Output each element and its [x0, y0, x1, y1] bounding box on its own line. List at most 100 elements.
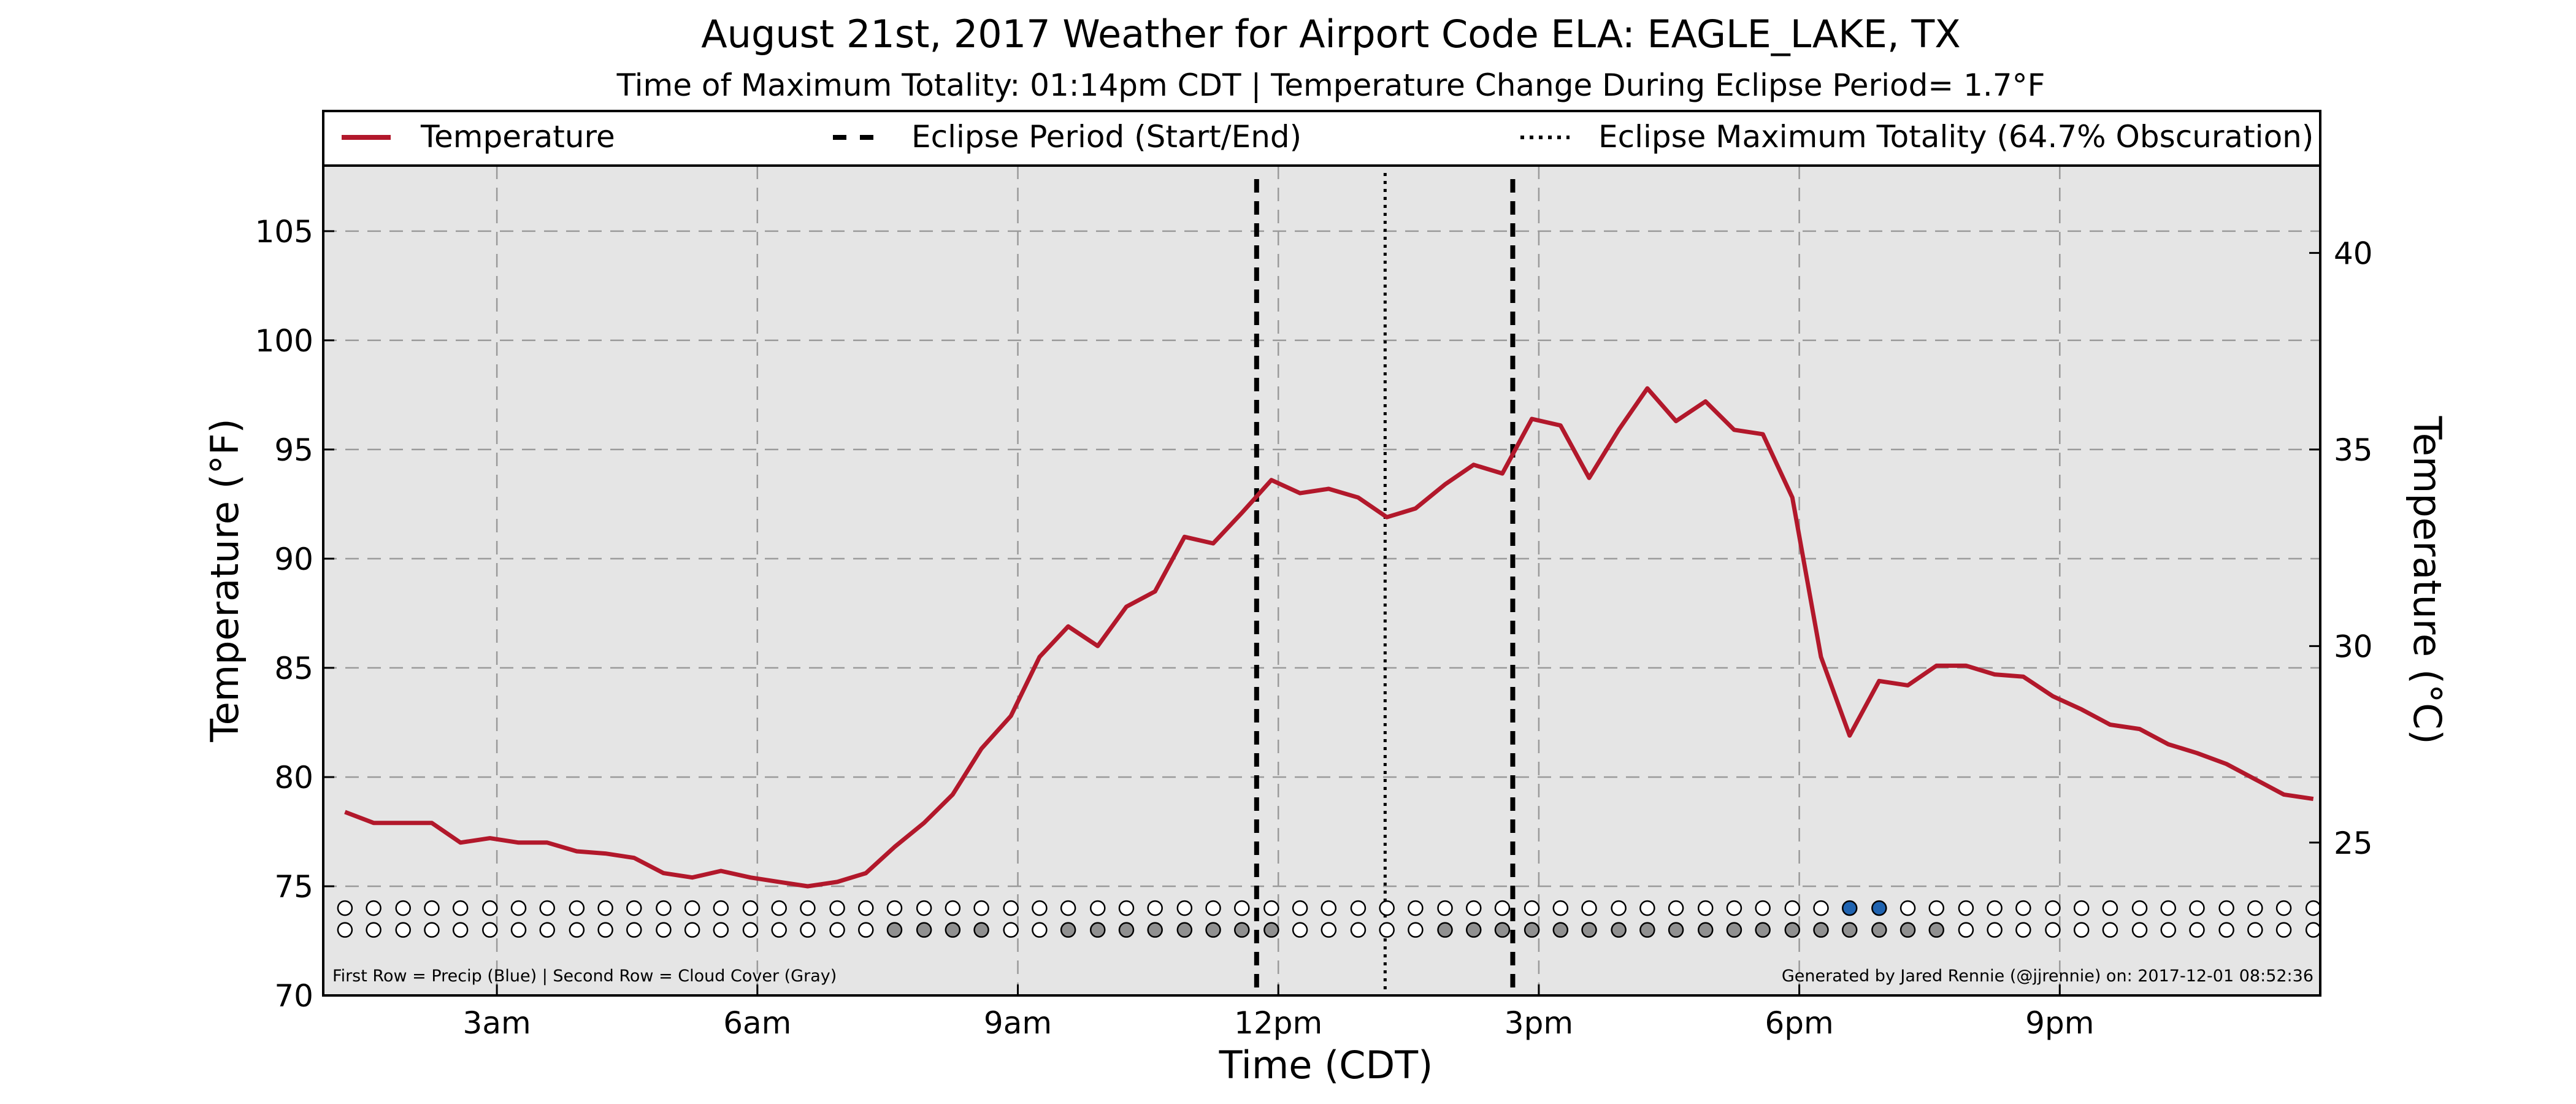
temperature-point: [2283, 794, 2285, 795]
precip-dot: [539, 900, 555, 916]
precip-dot: [2218, 900, 2234, 916]
temperature-point: [2080, 708, 2082, 710]
x-tick-label: 6pm: [1765, 1005, 1833, 1041]
temperature-point: [1444, 483, 1446, 485]
cloud-dot: [1784, 922, 1801, 938]
cloud-dot: [1205, 922, 1221, 938]
y-tick-label-right: 35: [2334, 432, 2373, 468]
temperature-point: [1589, 477, 1590, 479]
cloud-dot: [1726, 922, 1742, 938]
y-tick-label: 75: [274, 869, 313, 905]
y-tick-label-right: 30: [2334, 629, 2373, 664]
footnote-right: Generated by Jared Rennie (@jjrennie) on…: [1782, 967, 2313, 986]
legend-label-temperature: Temperature: [420, 119, 615, 155]
precip-dot: [945, 900, 961, 916]
temperature-point: [431, 822, 432, 824]
cloud-dot: [482, 922, 498, 938]
y-tick-label: 95: [274, 432, 313, 468]
precip-dot: [1726, 900, 1742, 916]
precip-dot: [1813, 900, 1829, 916]
cloud-dot: [2305, 922, 2321, 938]
left-y-ticks: 70 75 80 85 90 95 100 105: [255, 214, 334, 1014]
precip-dot: [626, 900, 642, 916]
precip-dot: [1321, 900, 1337, 916]
precip-dot: [2189, 900, 2205, 916]
cloud-dot: [1003, 922, 1019, 938]
temperature-point: [1792, 497, 1793, 499]
precip-dot: [1465, 900, 1482, 916]
y-tick-label-right: 40: [2334, 236, 2373, 271]
precip-dot: [395, 900, 411, 916]
temperature-point: [1386, 516, 1388, 518]
cloud-dot: [1118, 922, 1135, 938]
temperature-point: [691, 876, 693, 878]
temperature-point: [1097, 645, 1098, 647]
precip-dot: [1668, 900, 1684, 916]
cloud-dot: [1060, 922, 1076, 938]
temperature-point: [837, 881, 838, 883]
cloud-dot: [2131, 922, 2148, 938]
temperature-line: [344, 386, 2314, 889]
precip-dot: [452, 900, 469, 916]
precip-dot: [656, 900, 672, 916]
precip-dot: [510, 900, 527, 916]
cloud-dot: [1379, 922, 1395, 938]
temperature-point: [1849, 735, 1850, 737]
precip-dot: [1958, 900, 1974, 916]
cloud-dot: [973, 922, 989, 938]
x-tick-label: 12pm: [1234, 1005, 1322, 1041]
cloud-dot: [916, 922, 932, 938]
cloud-dot: [1176, 922, 1193, 938]
precip-dot: [1552, 900, 1569, 916]
precip-dot: [1494, 900, 1511, 916]
cloud-dot: [1928, 922, 1945, 938]
temperature-point: [662, 872, 664, 874]
temperature-point: [2196, 752, 2198, 754]
temperature-point: [981, 748, 983, 749]
temperature-point: [1907, 684, 1909, 686]
cloud-dot: [424, 922, 440, 938]
cloud-dot: [2015, 922, 2031, 938]
temperature-point: [807, 885, 808, 887]
grid-lines: [323, 166, 2320, 995]
chart-subtitle: Time of Maximum Totality: 01:14pm CDT | …: [616, 67, 2045, 103]
temperature-point: [1501, 473, 1503, 475]
temperature-point: [1154, 591, 1156, 592]
temperature-point: [923, 822, 925, 824]
y-tick-label: 85: [274, 651, 313, 686]
cloud-dot: [1611, 922, 1627, 938]
cloud-dot: [656, 922, 672, 938]
temperature-point: [1241, 512, 1243, 514]
temperature-point: [894, 846, 895, 848]
precip-dot: [2131, 900, 2148, 916]
cloud-dot: [684, 922, 700, 938]
precip-dot: [1176, 900, 1193, 916]
precip-dot: [684, 900, 700, 916]
y-tick-label-right: 25: [2334, 826, 2373, 861]
temperature-point: [952, 794, 954, 795]
temperature-point: [546, 841, 548, 843]
cloud-dot: [539, 922, 555, 938]
precip-dot: [597, 900, 613, 916]
precip-dot: [1437, 900, 1453, 916]
temperature-point: [778, 881, 780, 883]
cloud-dot: [1639, 922, 1655, 938]
temperature-point: [1820, 656, 1822, 658]
y-axis-label-right: Temperature (°C): [2405, 415, 2450, 744]
cloud-dot: [2160, 922, 2177, 938]
temperature-point: [2312, 798, 2314, 800]
cloud-dot: [1494, 922, 1511, 938]
plot-background: [323, 166, 2320, 995]
legend-label-eclipse-period: Eclipse Period (Start/End): [911, 119, 1301, 155]
precip-dot: [1899, 900, 1916, 916]
precip-dot: [569, 900, 585, 916]
precip-dot: [973, 900, 989, 916]
precip-dot: [886, 900, 903, 916]
cloud-dot: [829, 922, 845, 938]
precip-dot: [424, 900, 440, 916]
temperature-point: [344, 811, 346, 813]
cloud-dot: [2045, 922, 2061, 938]
y-axis-label-left: Temperature (°F): [202, 418, 247, 742]
temperature-point: [1531, 418, 1533, 420]
